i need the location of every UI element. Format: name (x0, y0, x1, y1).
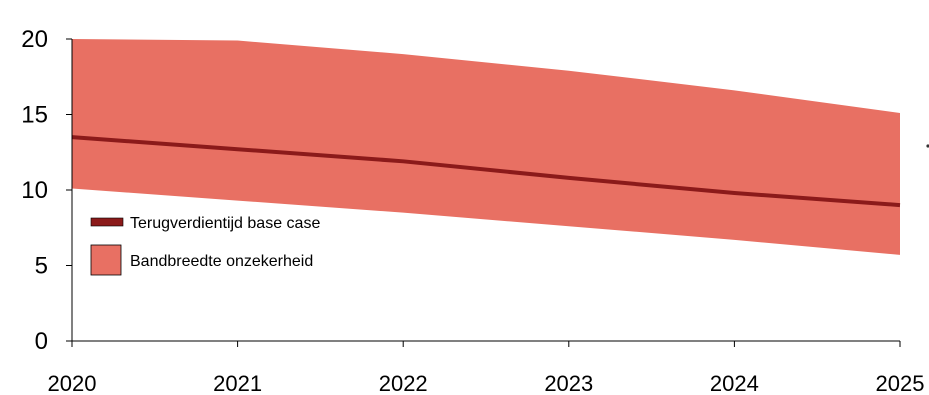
x-tick-label: 2024 (710, 371, 759, 395)
legend-label-band: Bandbreedte onzekerheid (130, 253, 313, 270)
plot-area (71, 39, 901, 255)
y-tick-label: 20 (21, 26, 48, 53)
x-tick-label: 2022 (379, 371, 428, 395)
y-tick-label: 10 (21, 177, 48, 204)
x-tick-label: 2020 (48, 371, 97, 395)
legend-swatch-base-case (90, 217, 124, 227)
x-tick-label: 2021 (213, 371, 262, 395)
legend: Terugverdientijd base case Bandbreedte o… (90, 215, 320, 276)
legend-swatch-band (90, 244, 122, 276)
x-tick-label: 2023 (544, 371, 593, 395)
base-case-line (71, 135, 901, 208)
x-tick-label: 2025 (876, 371, 925, 395)
y-tick-label: 5 (35, 253, 48, 280)
uncertainty-band (72, 39, 900, 255)
legend-label-base-case: Terugverdientijd base case (130, 215, 320, 232)
y-tick-label: 0 (35, 328, 48, 355)
y-tick-label: 15 (21, 102, 48, 129)
stray-dot (926, 144, 929, 148)
